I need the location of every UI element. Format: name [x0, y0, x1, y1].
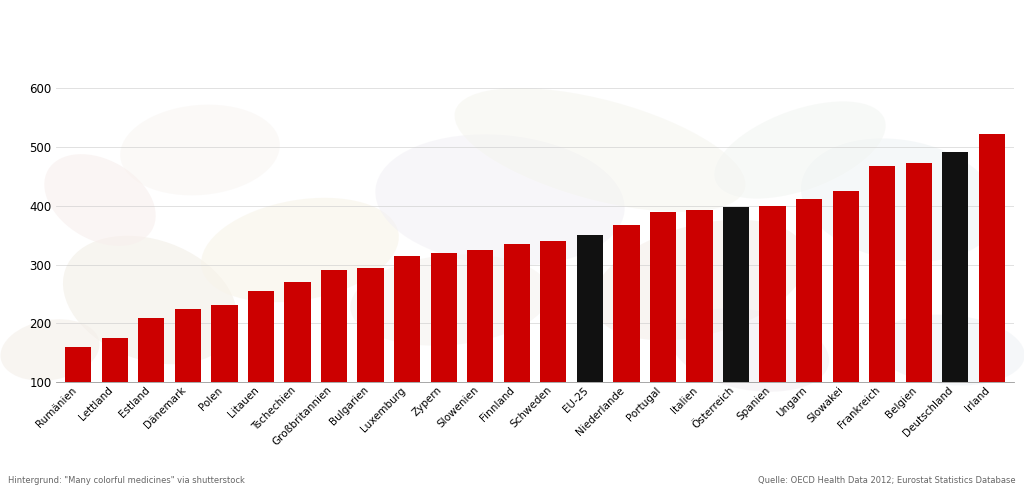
Ellipse shape	[876, 315, 1024, 386]
Bar	[321, 270, 347, 441]
Bar	[540, 241, 566, 441]
Text: Pro Jahr und Kopf, in Euro, 2010: Pro Jahr und Kopf, in Euro, 2010	[49, 51, 269, 66]
Ellipse shape	[376, 134, 625, 266]
Text: >>: >>	[10, 19, 76, 56]
Ellipse shape	[44, 154, 156, 246]
Bar	[613, 224, 640, 441]
Bar	[796, 199, 822, 441]
Ellipse shape	[62, 236, 237, 364]
Text: Quelle: OECD Health Data 2012; Eurostat Statistics Database: Quelle: OECD Health Data 2012; Eurostat …	[758, 476, 1016, 485]
Bar	[285, 282, 310, 441]
Bar	[577, 235, 603, 441]
Ellipse shape	[201, 198, 399, 302]
Bar	[248, 291, 274, 441]
Bar	[869, 166, 895, 441]
Bar	[905, 164, 932, 441]
Text: Hintergrund: "Many colorful medicines" via shutterstock: Hintergrund: "Many colorful medicines" v…	[8, 476, 245, 485]
Bar	[430, 253, 457, 441]
Bar	[686, 210, 713, 441]
Bar	[942, 152, 969, 441]
Bar	[175, 309, 201, 441]
Ellipse shape	[0, 319, 99, 381]
Bar	[723, 207, 750, 441]
Ellipse shape	[671, 308, 829, 392]
Bar	[394, 256, 420, 441]
Ellipse shape	[801, 138, 999, 262]
Ellipse shape	[350, 254, 550, 345]
Bar	[138, 318, 165, 441]
Ellipse shape	[120, 105, 280, 196]
Bar	[650, 212, 676, 441]
Bar	[467, 250, 494, 441]
Bar	[833, 191, 859, 441]
Bar	[979, 134, 1005, 441]
Bar	[101, 338, 128, 441]
Bar	[504, 244, 530, 441]
Bar	[760, 206, 785, 441]
Bar	[357, 268, 384, 441]
Bar	[66, 347, 91, 441]
Bar	[211, 305, 238, 441]
Ellipse shape	[715, 101, 886, 198]
Ellipse shape	[455, 88, 745, 212]
Ellipse shape	[593, 220, 807, 340]
Text: Arzneimittelausgaben in der EU: Arzneimittelausgaben in der EU	[49, 7, 571, 35]
